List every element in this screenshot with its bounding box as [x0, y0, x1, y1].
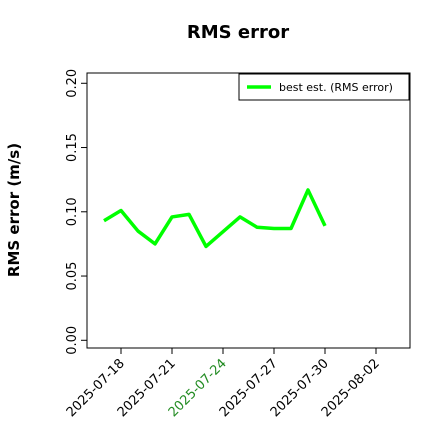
y-tick-label: 0.10	[65, 197, 80, 226]
y-tick-label: 0.20	[65, 69, 80, 98]
y-tick-label: 0.15	[65, 133, 80, 162]
legend-label: best est. (RMS error)	[279, 81, 393, 94]
chart-title: RMS error	[187, 22, 289, 43]
y-axis-label: RMS error (m/s)	[5, 143, 23, 277]
y-tick-label: 0.05	[65, 262, 80, 291]
y-tick-label: 0.00	[65, 326, 80, 355]
line-series	[103, 188, 327, 249]
plot-frame	[86, 72, 411, 349]
